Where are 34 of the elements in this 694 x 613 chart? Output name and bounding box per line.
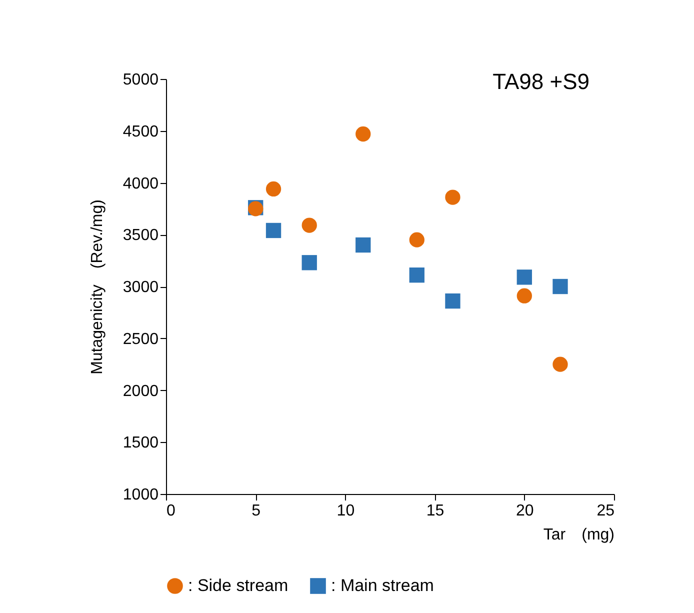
point (445, 293, 460, 309)
chart-title: TA98 +S9 (492, 69, 590, 94)
point (266, 222, 282, 238)
x-tick-label: 5 (252, 502, 261, 520)
y-tick-label: 1000 (122, 486, 159, 504)
point (356, 237, 371, 253)
point (302, 255, 317, 270)
point (409, 232, 424, 248)
point (266, 181, 282, 197)
y-tick-label: 1500 (122, 434, 159, 452)
x-tick-label: 20 (516, 502, 534, 520)
y-axis-title: Mutagenicity (Rev./mg) (88, 200, 106, 374)
y-tick-label: 4500 (122, 123, 159, 140)
point (409, 268, 424, 283)
point (302, 218, 317, 233)
x-tick-label: 25 (596, 502, 615, 520)
x-tick-label: 10 (336, 502, 355, 520)
y-tick-label: 3000 (122, 279, 159, 296)
y-tick-label: 2500 (122, 330, 159, 348)
x-axis-title: Tar (mg) (543, 526, 614, 544)
y-tick-label: 4000 (122, 175, 159, 192)
y-tick-label: 5000 (122, 72, 159, 88)
point (516, 270, 532, 285)
legend-label: : Side stream (188, 576, 288, 595)
point (552, 356, 568, 372)
point (356, 126, 371, 142)
y-tick-label: 3500 (122, 227, 159, 244)
point (552, 278, 568, 294)
y-tick-label: 2000 (122, 382, 159, 400)
point (445, 190, 460, 205)
x-tick-label: 0 (166, 502, 176, 520)
legend-label: : Main stream (331, 576, 434, 595)
point (516, 288, 532, 304)
x-tick-label: 15 (426, 502, 444, 520)
